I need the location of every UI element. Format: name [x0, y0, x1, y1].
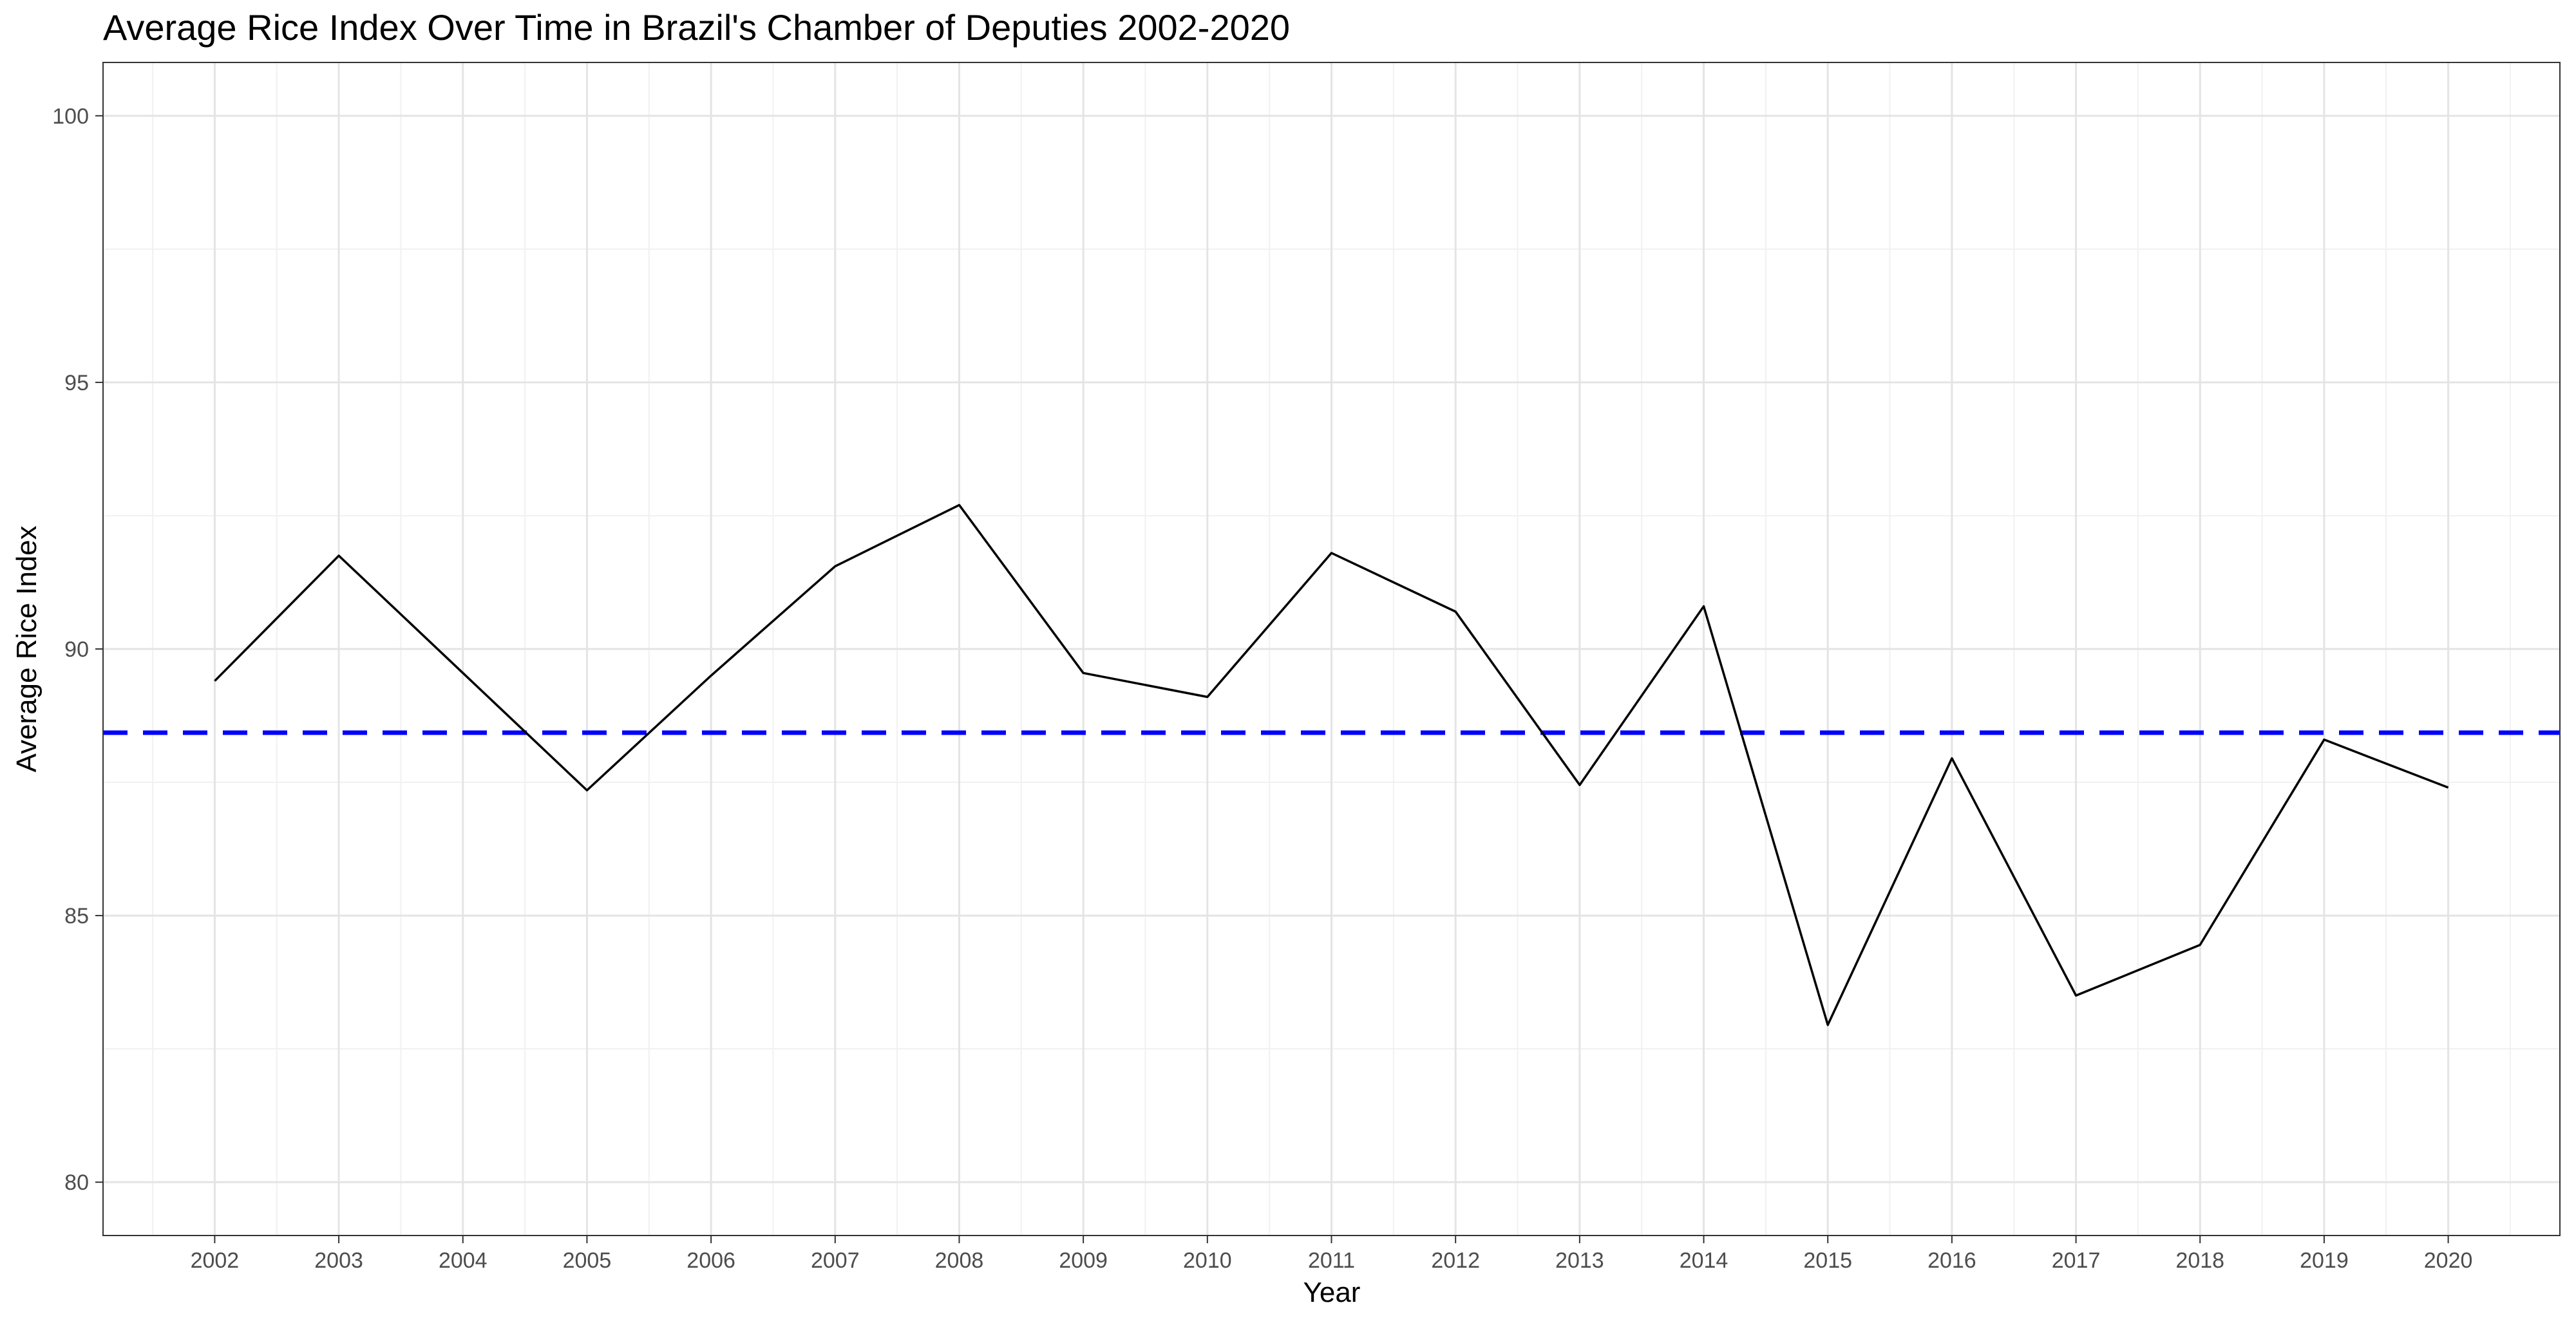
x-tick-label: 2002 — [191, 1248, 240, 1273]
x-tick-label: 2013 — [1555, 1248, 1604, 1273]
x-tick-label: 2016 — [1927, 1248, 1976, 1273]
chart-title: Average Rice Index Over Time in Brazil's… — [103, 7, 1290, 48]
x-tick-label: 2018 — [2175, 1248, 2224, 1273]
y-tick-label: 100 — [52, 104, 89, 129]
x-tick-label: 2004 — [439, 1248, 488, 1273]
x-tick-label: 2015 — [1803, 1248, 1852, 1273]
x-tick-label: 2008 — [935, 1248, 984, 1273]
x-tick-label: 2012 — [1431, 1248, 1480, 1273]
y-tick-label: 85 — [64, 904, 89, 928]
tick-layer: 2002 2003 2004 2005 2006 2007 2008 2009 2010 2011… — [52, 104, 2472, 1273]
x-tick-label: 2003 — [314, 1248, 363, 1273]
x-tick-label: 2011 — [1308, 1248, 1355, 1273]
y-tick-label: 80 — [64, 1170, 89, 1195]
x-tick-label: 2019 — [2300, 1248, 2349, 1273]
x-axis-title: Year — [1303, 1277, 1361, 1308]
x-tick-label: 2017 — [2052, 1248, 2101, 1273]
y-axis-title: Average Rice Index — [11, 525, 43, 772]
y-tick-label: 95 — [64, 371, 89, 395]
x-tick-label: 2010 — [1183, 1248, 1232, 1273]
x-tick-label: 2014 — [1680, 1248, 1728, 1273]
x-tick-label: 2007 — [811, 1248, 860, 1273]
x-tick-label: 2020 — [2424, 1248, 2473, 1273]
x-tick-label: 2005 — [563, 1248, 612, 1273]
y-tick-label: 90 — [64, 637, 89, 662]
x-tick-label: 2009 — [1059, 1248, 1108, 1273]
x-tick-label: 2006 — [687, 1248, 735, 1273]
grid-layer — [103, 62, 2560, 1236]
